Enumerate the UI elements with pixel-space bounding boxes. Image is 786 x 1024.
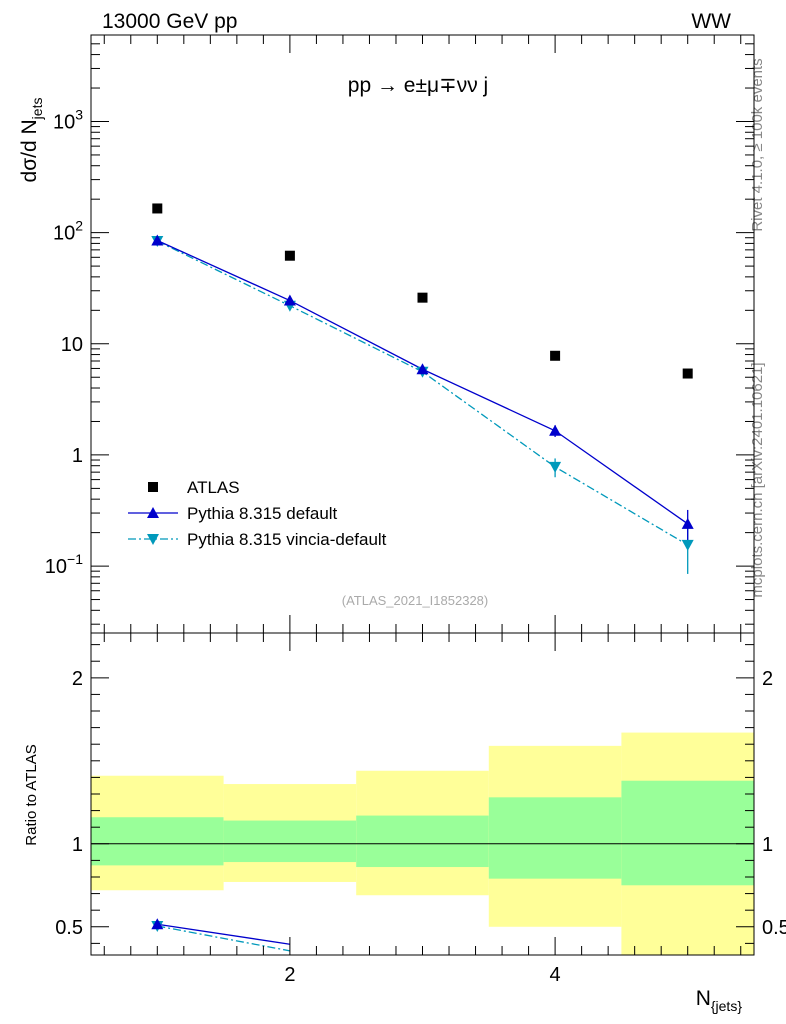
main-ticks: 10−1 1 10 102 103 <box>45 34 754 633</box>
legend-label: Pythia 8.315 vincia-default <box>187 530 387 549</box>
ratio-band-inner <box>488 797 622 879</box>
main-ytick-label: 10−1 <box>45 551 83 578</box>
analysis-id: (ATLAS_2021_I1852328) <box>342 593 488 608</box>
xlabel: N{jets} <box>696 987 743 1014</box>
ratio-ytick-label-right: 1 <box>762 834 773 856</box>
atlas-point <box>550 350 561 361</box>
ratio-ytick-label-right: 0.5 <box>762 917 786 939</box>
legend-default-marker <box>147 507 159 518</box>
rivet-label: Rivet 4.1.0, ≥ 100k events <box>749 58 766 231</box>
atlas-point <box>417 292 428 303</box>
ratio-ytick-label-right: 2 <box>762 668 773 690</box>
default-point <box>416 363 429 375</box>
ratio-band-inner <box>621 780 754 886</box>
xlabel-subscript: {jets} <box>711 998 742 1014</box>
vincia-line <box>157 240 689 546</box>
legend-label: ATLAS <box>187 478 240 497</box>
ratio-band-inner <box>91 817 224 866</box>
main-ytick-label: 1 <box>72 445 83 467</box>
main-ytick-exponent: 2 <box>75 218 83 234</box>
ratio-band-inner <box>356 815 489 868</box>
legend-atlas-marker <box>148 482 158 492</box>
ratio-ylabel: Ratio to ATLAS <box>23 744 40 845</box>
main-ylabel: dσ/d Njets <box>18 98 45 183</box>
main-ytick-exponent: 3 <box>75 106 83 122</box>
header-right: WW <box>691 10 731 33</box>
process-label: pp → e±μ∓νν j <box>348 74 488 97</box>
main-series <box>151 203 694 574</box>
legend-vincia-marker <box>147 534 159 545</box>
default-point <box>681 517 694 529</box>
atlas-point <box>682 368 693 379</box>
ratio-bands <box>91 732 754 955</box>
ratio-ytick-label: 0.5 <box>55 917 83 939</box>
vincia-point <box>681 539 694 551</box>
legend-label: Pythia 8.315 default <box>187 504 338 523</box>
atlas-point <box>284 250 295 261</box>
xtick-label: 4 <box>550 964 561 986</box>
ratio-ytick-label: 1 <box>72 834 83 856</box>
ratio-band-inner <box>223 820 357 863</box>
default-point <box>151 234 164 246</box>
ylabel-subscript: jets <box>29 98 45 121</box>
ratio-ticks: 0.5 0.5 1 1 2 2 2 4 <box>55 633 786 986</box>
default-point <box>283 294 296 306</box>
ratio-ytick-label: 2 <box>72 668 83 690</box>
xtick-label: 2 <box>284 964 295 986</box>
default-point <box>549 424 562 436</box>
main-ytick-label: 102 <box>53 218 83 245</box>
ratio-default-line <box>157 923 290 945</box>
ratio-default-point <box>151 918 164 930</box>
main-ytick-label: 103 <box>53 106 83 133</box>
main-ytick-exponent: −1 <box>67 551 83 567</box>
vincia-point <box>549 461 562 473</box>
ratio-vincia-line <box>157 925 291 952</box>
atlas-point <box>152 203 163 214</box>
header-left: 13000 GeV pp <box>102 10 237 33</box>
main-ytick-label: 10 <box>61 334 83 356</box>
legend: ATLAS Pythia 8.315 default Pythia 8.315 vi… <box>128 478 387 549</box>
ratio-lines <box>151 918 291 952</box>
